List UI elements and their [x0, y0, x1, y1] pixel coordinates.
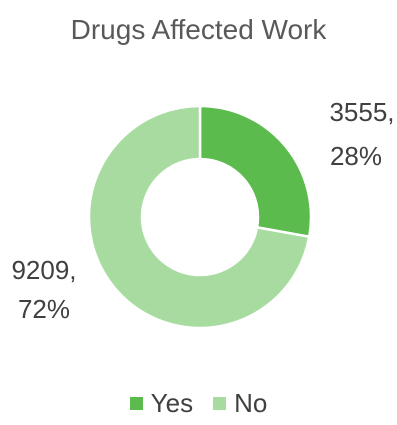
legend-label-yes: Yes [151, 388, 193, 419]
data-label-no-percent: 72% [18, 294, 70, 324]
legend-item-yes: Yes [130, 388, 193, 419]
donut-slices [89, 106, 311, 328]
chart-legend: Yes No [0, 388, 397, 419]
data-label-no-value: 9209, [11, 255, 76, 285]
legend-item-no: No [213, 388, 267, 419]
legend-swatch-yes [130, 397, 143, 410]
data-label-yes-value: 3555, [329, 97, 394, 127]
data-label-yes-percent: 28% [330, 141, 382, 171]
legend-swatch-no [213, 397, 226, 410]
legend-label-no: No [234, 388, 267, 419]
donut-slice-yes [200, 106, 311, 237]
